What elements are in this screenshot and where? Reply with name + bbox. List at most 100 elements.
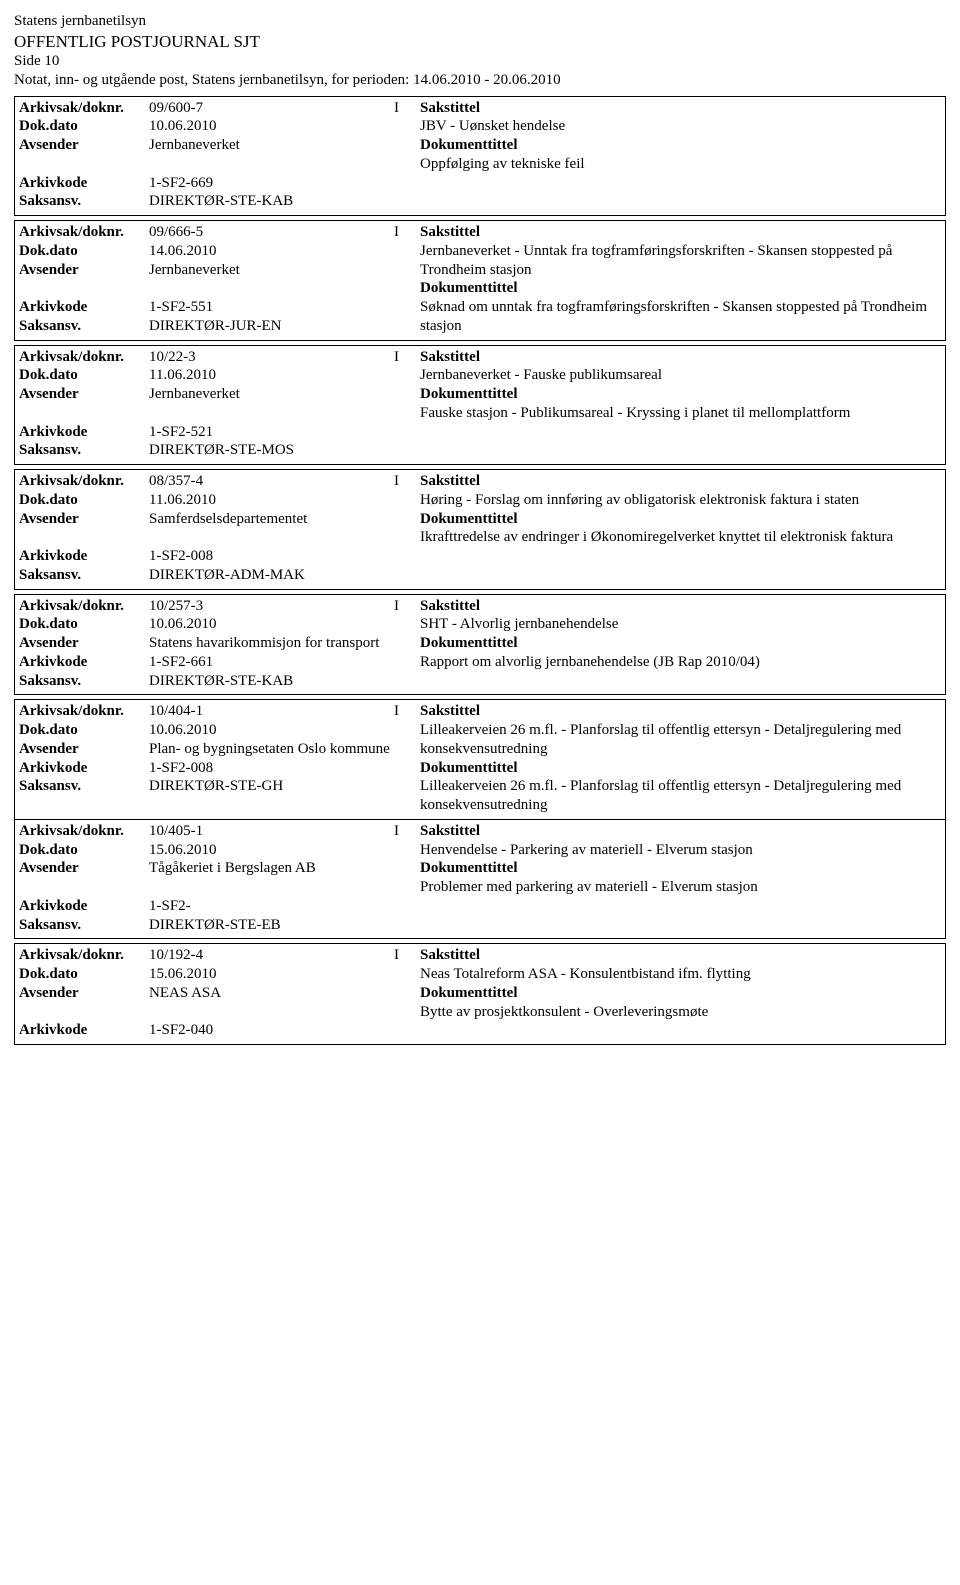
label-arkivkode: Arkivkode [19,653,149,672]
label-arkivsak: Arkivsak/doknr. [19,99,149,118]
value-saksansv: DIREKTØR-ADM-MAK [149,566,414,585]
value-arkivkode: 1-SF2-661 [149,653,414,672]
label-saksansv: Saksansv. [19,192,149,211]
journal-entry: Arkivsak/doknr.09/600-7IDok.dato10.06.20… [15,97,945,216]
header-title: OFFENTLIG POSTJOURNAL SJT [14,31,946,52]
value-arkivsak: 10/405-1 [149,822,394,841]
value-dokdato: 10.06.2010 [149,721,414,740]
value-dokumenttittel: Rapport om alvorlig jernbanehendelse (JB… [420,653,941,672]
value-io: I [394,702,414,721]
value-sakstittel: Høring - Forslag om innføring av obligat… [420,491,941,510]
label-arkivkode: Arkivkode [19,897,149,916]
value-arkivsak: 10/192-4 [149,946,394,965]
entry-row-avsender: AvsenderStatens havarikommisjon for tran… [19,634,414,653]
label-dokumenttittel: Dokumenttittel [420,136,941,155]
value-dokdato: 11.06.2010 [149,366,414,385]
entry-left-column: Arkivsak/doknr.08/357-4IDok.dato11.06.20… [19,472,414,585]
value-sakstittel: Lilleakerveien 26 m.fl. - Planforslag ti… [420,721,941,759]
entry-row-arkivkode: Arkivkode1-SF2-669 [19,174,414,193]
entry-left-column: Arkivsak/doknr.10/192-4IDok.dato15.06.20… [19,946,414,1040]
value-saksansv: DIREKTØR-STE-MOS [149,441,414,460]
journal-entry: Arkivsak/doknr.10/404-1IDok.dato10.06.20… [15,700,945,819]
label-avsender: Avsender [19,136,149,155]
entry-row-dokdato: Dok.dato10.06.2010 [19,721,414,740]
value-dokumenttittel: Lilleakerveien 26 m.fl. - Planforslag ti… [420,777,941,815]
entry-left-column: Arkivsak/doknr.10/22-3I Dok.dato11.06.201… [19,348,414,461]
value-arkivkode: 1-SF2-521 [149,423,414,442]
value-arkivsak: 10/22-3 [149,348,394,367]
label-sakstittel: Sakstittel [420,597,941,616]
entry-right-column: SakstittelHenvendelse - Parkering av mat… [414,822,941,935]
entry-row-blank [19,155,414,174]
value-avsender: Samferdselsdepartementet [149,510,414,529]
value-dokdato: 14.06.2010 [149,242,414,261]
label-dokdato: Dok.dato [19,242,149,261]
label-arkivkode: Arkivkode [19,174,149,193]
label-arkivkode: Arkivkode [19,423,149,442]
header-side: Side 10 [14,52,946,71]
entry-row-avsender: AvsenderTågåkeriet i Bergslagen AB [19,859,414,878]
value-io: I [394,946,414,965]
journal-entry: Arkivsak/doknr.10/192-4IDok.dato15.06.20… [15,944,945,1044]
entry-row-avsender: AvsenderJernbaneverket [19,385,414,404]
value-arkivkode: 1-SF2-669 [149,174,414,193]
label-avsender: Avsender [19,510,149,529]
label-avsender: Avsender [19,859,149,878]
value-arkivsak: 08/357-4 [149,472,394,491]
entry-right-column: SakstittelJBV - Uønsket hendelseDokument… [414,99,941,212]
entry-left-column: Arkivsak/doknr.10/405-1IDok.dato15.06.20… [19,822,414,935]
entry-row-saksansv: Saksansv.DIREKTØR-STE-MOS [19,441,414,460]
label-arkivsak: Arkivsak/doknr. [19,223,149,242]
value-arkivkode: 1-SF2-551 [149,298,414,317]
value-arkivsak: 10/257-3 [149,597,394,616]
entry-row-arkivsak: Arkivsak/doknr.08/357-4I [19,472,414,491]
value-saksansv: DIREKTØR-JUR-EN [149,317,414,336]
label-saksansv: Saksansv. [19,672,149,691]
entry-row-arkivkode: Arkivkode1-SF2- [19,897,414,916]
label-avsender: Avsender [19,385,149,404]
value-sakstittel: Jernbaneverket - Fauske publikumsareal [420,366,941,385]
entry-row-dokdato: Dok.dato11.06.2010 [19,491,414,510]
value-io: I [394,597,414,616]
entry-row-blank [19,404,414,423]
value-dokumenttittel: Søknad om unntak fra togframføringsforsk… [420,298,941,336]
label-dokumenttittel: Dokumenttittel [420,984,941,1003]
label-dokdato: Dok.dato [19,366,149,385]
label-dokdato: Dok.dato [19,491,149,510]
value-avsender: NEAS ASA [149,984,414,1003]
entry-row-saksansv: Saksansv.DIREKTØR-ADM-MAK [19,566,414,585]
journal-entry: Arkivsak/doknr.10/257-3IDok.dato10.06.20… [15,595,945,695]
journal-entry: Arkivsak/doknr.10/22-3I Dok.dato11.06.201… [15,346,945,465]
entry-row-arkivsak: Arkivsak/doknr.10/257-3I [19,597,414,616]
label-avsender: Avsender [19,261,149,280]
journal-entry: Arkivsak/doknr.08/357-4IDok.dato11.06.20… [15,470,945,589]
label-saksansv: Saksansv. [19,566,149,585]
entry-row-blank [19,528,414,547]
value-avsender: Plan- og bygningsetaten Oslo kommune [149,740,414,759]
entry-row-dokdato: Dok.dato10.06.2010 [19,117,414,136]
label-avsender: Avsender [19,984,149,1003]
label-sakstittel: Sakstittel [420,822,941,841]
value-avsender: Statens havarikommisjon for transport [149,634,414,653]
label-sakstittel: Sakstittel [420,99,941,118]
value-arkivkode: 1-SF2-040 [149,1021,414,1040]
header-notat: Notat, inn- og utgående post, Statens je… [14,71,946,90]
value-dokumenttittel: Ikrafttredelse av endringer i Økonomireg… [420,528,941,547]
value-io: I [394,348,414,367]
value-dokdato: 10.06.2010 [149,615,414,634]
entry-row-arkivsak: Arkivsak/doknr.10/404-1I [19,702,414,721]
entry-row-saksansv: Saksansv.DIREKTØR-STE-EB [19,916,414,935]
label-avsender: Avsender [19,634,149,653]
entry-row-saksansv: Saksansv.DIREKTØR-STE-KAB [19,672,414,691]
entry-row-avsender: AvsenderJernbaneverket [19,261,414,280]
label-dokdato: Dok.dato [19,841,149,860]
entry-row-arkivkode: Arkivkode1-SF2-551 [19,298,414,317]
entry-row-dokdato: Dok.dato15.06.2010 [19,841,414,860]
entry-row-avsender: AvsenderJernbaneverket [19,136,414,155]
value-dokumenttittel: Fauske stasjon - Publikumsareal - Kryssi… [420,404,941,423]
value-saksansv: DIREKTØR-STE-KAB [149,192,414,211]
entry-row-arkivkode: Arkivkode1-SF2-521 [19,423,414,442]
value-avsender: Jernbaneverket [149,385,414,404]
entry-left-column: Arkivsak/doknr.10/404-1IDok.dato10.06.20… [19,702,414,815]
label-arkivsak: Arkivsak/doknr. [19,348,149,367]
